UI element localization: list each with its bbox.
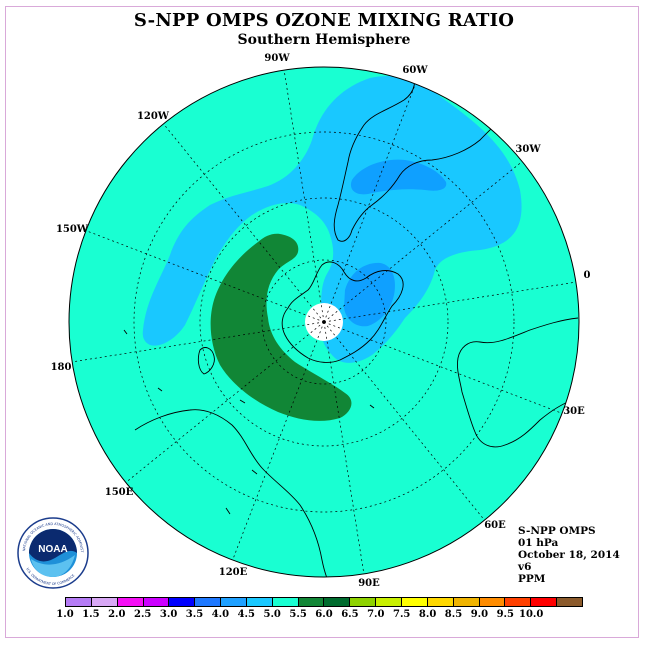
colorbar-swatch: [376, 598, 402, 606]
latitude-circle-60: [199, 197, 449, 447]
colorbar-tick-label: 2.0: [108, 609, 126, 620]
colorbar-swatch: [246, 598, 273, 606]
coastline-south-america: [333, 67, 511, 242]
colorbar-tick-label: 3.5: [185, 609, 204, 620]
ozone-contour-4.0-4.5: [142, 76, 522, 363]
ozone-contour-3.5-4.0-south: [344, 262, 395, 327]
colorbar-tick-label: 4.0: [211, 609, 230, 620]
colorbar-tick-label: 8.5: [444, 609, 463, 620]
colorbar-swatch: [143, 598, 170, 606]
colorbar-swatch: [557, 598, 582, 606]
colorbar-swatch: [272, 598, 299, 606]
coastline-australia: [134, 409, 341, 577]
colorbar-tick-label: 5.5: [289, 609, 307, 620]
colorbar-swatch: [66, 598, 92, 606]
colorbar-tick-label: 8.0: [418, 609, 437, 620]
colorbar-swatch: [427, 598, 454, 606]
map-boundary: [68, 66, 580, 578]
colorbar-tick-label: 9.5: [496, 609, 514, 620]
colorbar-tick-label: 1.5: [82, 609, 100, 620]
coastline-new-zealand: [197, 347, 215, 375]
south-pole-marker: [322, 320, 326, 324]
colorbar-swatch: [298, 598, 325, 606]
colorbar: [65, 597, 583, 607]
lon-label-150e: 150E: [105, 487, 134, 498]
product-info: S-NPP OMPS 01 hPa October 18, 2014 v6 PP…: [518, 525, 620, 585]
colorbar-swatch: [479, 598, 506, 606]
info-sensor: S-NPP OMPS: [518, 525, 596, 537]
colorbar-tick-label: 2.5: [133, 609, 152, 620]
colorbar-swatch: [505, 598, 532, 606]
noaa-logo-text: NOAA: [38, 544, 67, 555]
colorbar-swatch: [91, 598, 118, 606]
lon-label-120w: 120W: [137, 111, 170, 122]
coastlines: [123, 67, 579, 577]
colorbar-tick-label: 7.0: [367, 609, 385, 620]
colorbar-swatch: [453, 598, 480, 606]
colorbar-swatch: [117, 598, 144, 606]
lon-label-180: 180: [51, 362, 72, 373]
colorbar-ticks: 1.0 1.5 2.0 2.5 3.0 3.5 4.0 4.5 5.0 5.5 6.0 6.5 7.0 7…: [0, 609, 648, 623]
colorbar-tick-label: 5.0: [263, 609, 281, 620]
colorbar-tick-label: 6.0: [315, 609, 333, 620]
colorbar-tick-label: 7.5: [392, 609, 411, 620]
longitude-labels: 90W 60W 30W 0 30E 60E 90E 120E 150E 180 …: [51, 53, 591, 589]
lon-label-120e: 120E: [219, 567, 248, 578]
colorbar-tick-label: 10.0: [519, 609, 544, 620]
colorbar-tick-label: 6.5: [341, 609, 359, 620]
colorbar-swatch: [350, 598, 377, 606]
info-pressure-level: 01 hPa: [518, 537, 559, 549]
colorbar-tick-label: 4.5: [237, 609, 255, 620]
lon-label-90e: 90E: [358, 578, 380, 589]
coastline-antarctica: [281, 261, 404, 363]
latitude-circle-40: [133, 131, 515, 513]
colorbar-swatch: [221, 598, 247, 606]
plot-frame: [5, 6, 639, 638]
coastline-islands: [123, 329, 375, 515]
noaa-logo: NOAA NATIONAL OCEANIC AND ATMOSPHERIC AD…: [17, 517, 89, 589]
lon-label-60e: 60E: [484, 520, 506, 531]
map-subtitle: Southern Hemisphere: [237, 32, 411, 48]
lon-label-30e: 30E: [563, 406, 585, 417]
colorbar-tick-label: 3.0: [159, 609, 178, 620]
lon-label-90w: 90W: [264, 53, 290, 64]
lon-label-30w: 30W: [515, 144, 541, 155]
map-title: S-NPP OMPS OZONE MIXING RATIO: [133, 10, 515, 31]
colorbar-swatch: [401, 598, 428, 606]
colorbar-swatch: [324, 598, 351, 606]
ozone-contour-5.0-5.5: [210, 233, 352, 421]
graticule: [72, 70, 576, 574]
info-version: v6: [518, 561, 532, 573]
colorbar-swatch: [195, 598, 222, 606]
info-date: October 18, 2014: [518, 549, 620, 561]
colorbar-tick-label: 9.0: [470, 609, 489, 620]
lon-label-60w: 60W: [402, 65, 428, 76]
colorbar-swatch: [531, 598, 558, 606]
latitude-circle-80: [261, 259, 387, 385]
colorbar-tick-label: 1.0: [56, 609, 74, 620]
info-units: PPM: [518, 573, 546, 585]
coastline-africa: [457, 317, 579, 448]
colorbar-swatch: [169, 598, 196, 606]
lon-label-150w: 150W: [56, 224, 89, 235]
lon-label-0: 0: [584, 270, 591, 281]
